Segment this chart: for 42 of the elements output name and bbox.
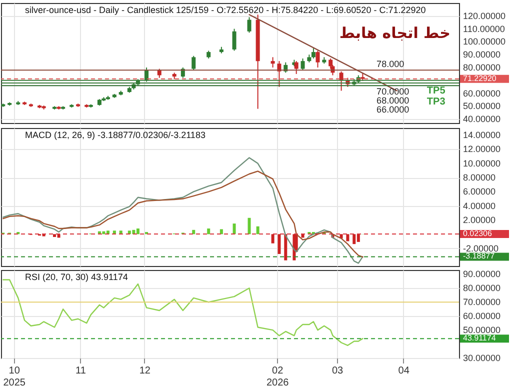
x-tick-label: 02 2026 (266, 366, 290, 388)
y-tick-label: 4.00000 (463, 200, 496, 211)
annotation: TP3 (426, 96, 446, 108)
ref-line-label: 71.22920 (463, 74, 497, 83)
chart-title: MACD (12, 26, 9) -3.18877/0.02306/-3.21183 (25, 130, 206, 140)
x-tick-label: 10 2025 (3, 366, 26, 388)
y-tick-label: 120.00000 (463, 10, 506, 21)
ref-line-label: 78.000 (376, 59, 404, 70)
x-tick-label: 12 (139, 366, 151, 376)
ref-line-label: 0.02306 (463, 228, 492, 238)
y-tick-label: 110.00000 (463, 24, 505, 34)
y-tick-label: 30.00000 (463, 353, 501, 363)
y-tick-label: 8.00000 (463, 172, 496, 183)
y-tick-label: 14.00000 (463, 130, 501, 140)
y-tick-label: 50.00000 (463, 101, 501, 112)
y-tick-label: 60.00000 (463, 311, 501, 322)
ref-line-label: -3.18877 (463, 252, 496, 261)
ref-line-label: 70.0000 (376, 86, 410, 97)
y-tick-label: 10.00000 (463, 158, 501, 168)
y-tick-label: 90.00000 (463, 50, 501, 60)
chart-title: RSI (20, 70, 30) 43.91174 (25, 272, 128, 282)
y-tick-label: 50.00000 (463, 325, 501, 336)
x-tick-label: 11 (75, 366, 86, 376)
y-tick-label: 2.00000 (463, 215, 496, 225)
y-tick-label: 60.00000 (463, 88, 501, 98)
chart-title: silver-ounce-usd - Daily - Candlestick 125/159 - O:72.55620 - H:75.84220 - L:69.60520 - C:71.22920 (25, 5, 426, 15)
y-tick-label: 12.00000 (463, 144, 501, 154)
ref-line-label: 66.0000 (376, 104, 410, 115)
y-tick-label: 70.00000 (463, 297, 501, 308)
y-tick-label: 100.00000 (463, 36, 506, 47)
y-tick-label: 80.00000 (463, 62, 501, 73)
y-tick-label: -2.00000 (463, 243, 499, 254)
y-tick-label: 90.00000 (463, 269, 501, 280)
annotation: TP5 (426, 86, 446, 97)
ref-line-label: 43.91174 (463, 334, 496, 343)
ref-line-label: 68.0000 (376, 96, 410, 106)
annotation: خط اتجاه هابط (339, 24, 450, 42)
y-tick-label: 40.00000 (463, 114, 501, 124)
x-tick-label: 03 (332, 366, 344, 376)
y-tick-label: 80.00000 (463, 283, 501, 294)
y-tick-label: 6.00000 (463, 186, 496, 197)
x-tick-label: 04 (398, 366, 410, 376)
